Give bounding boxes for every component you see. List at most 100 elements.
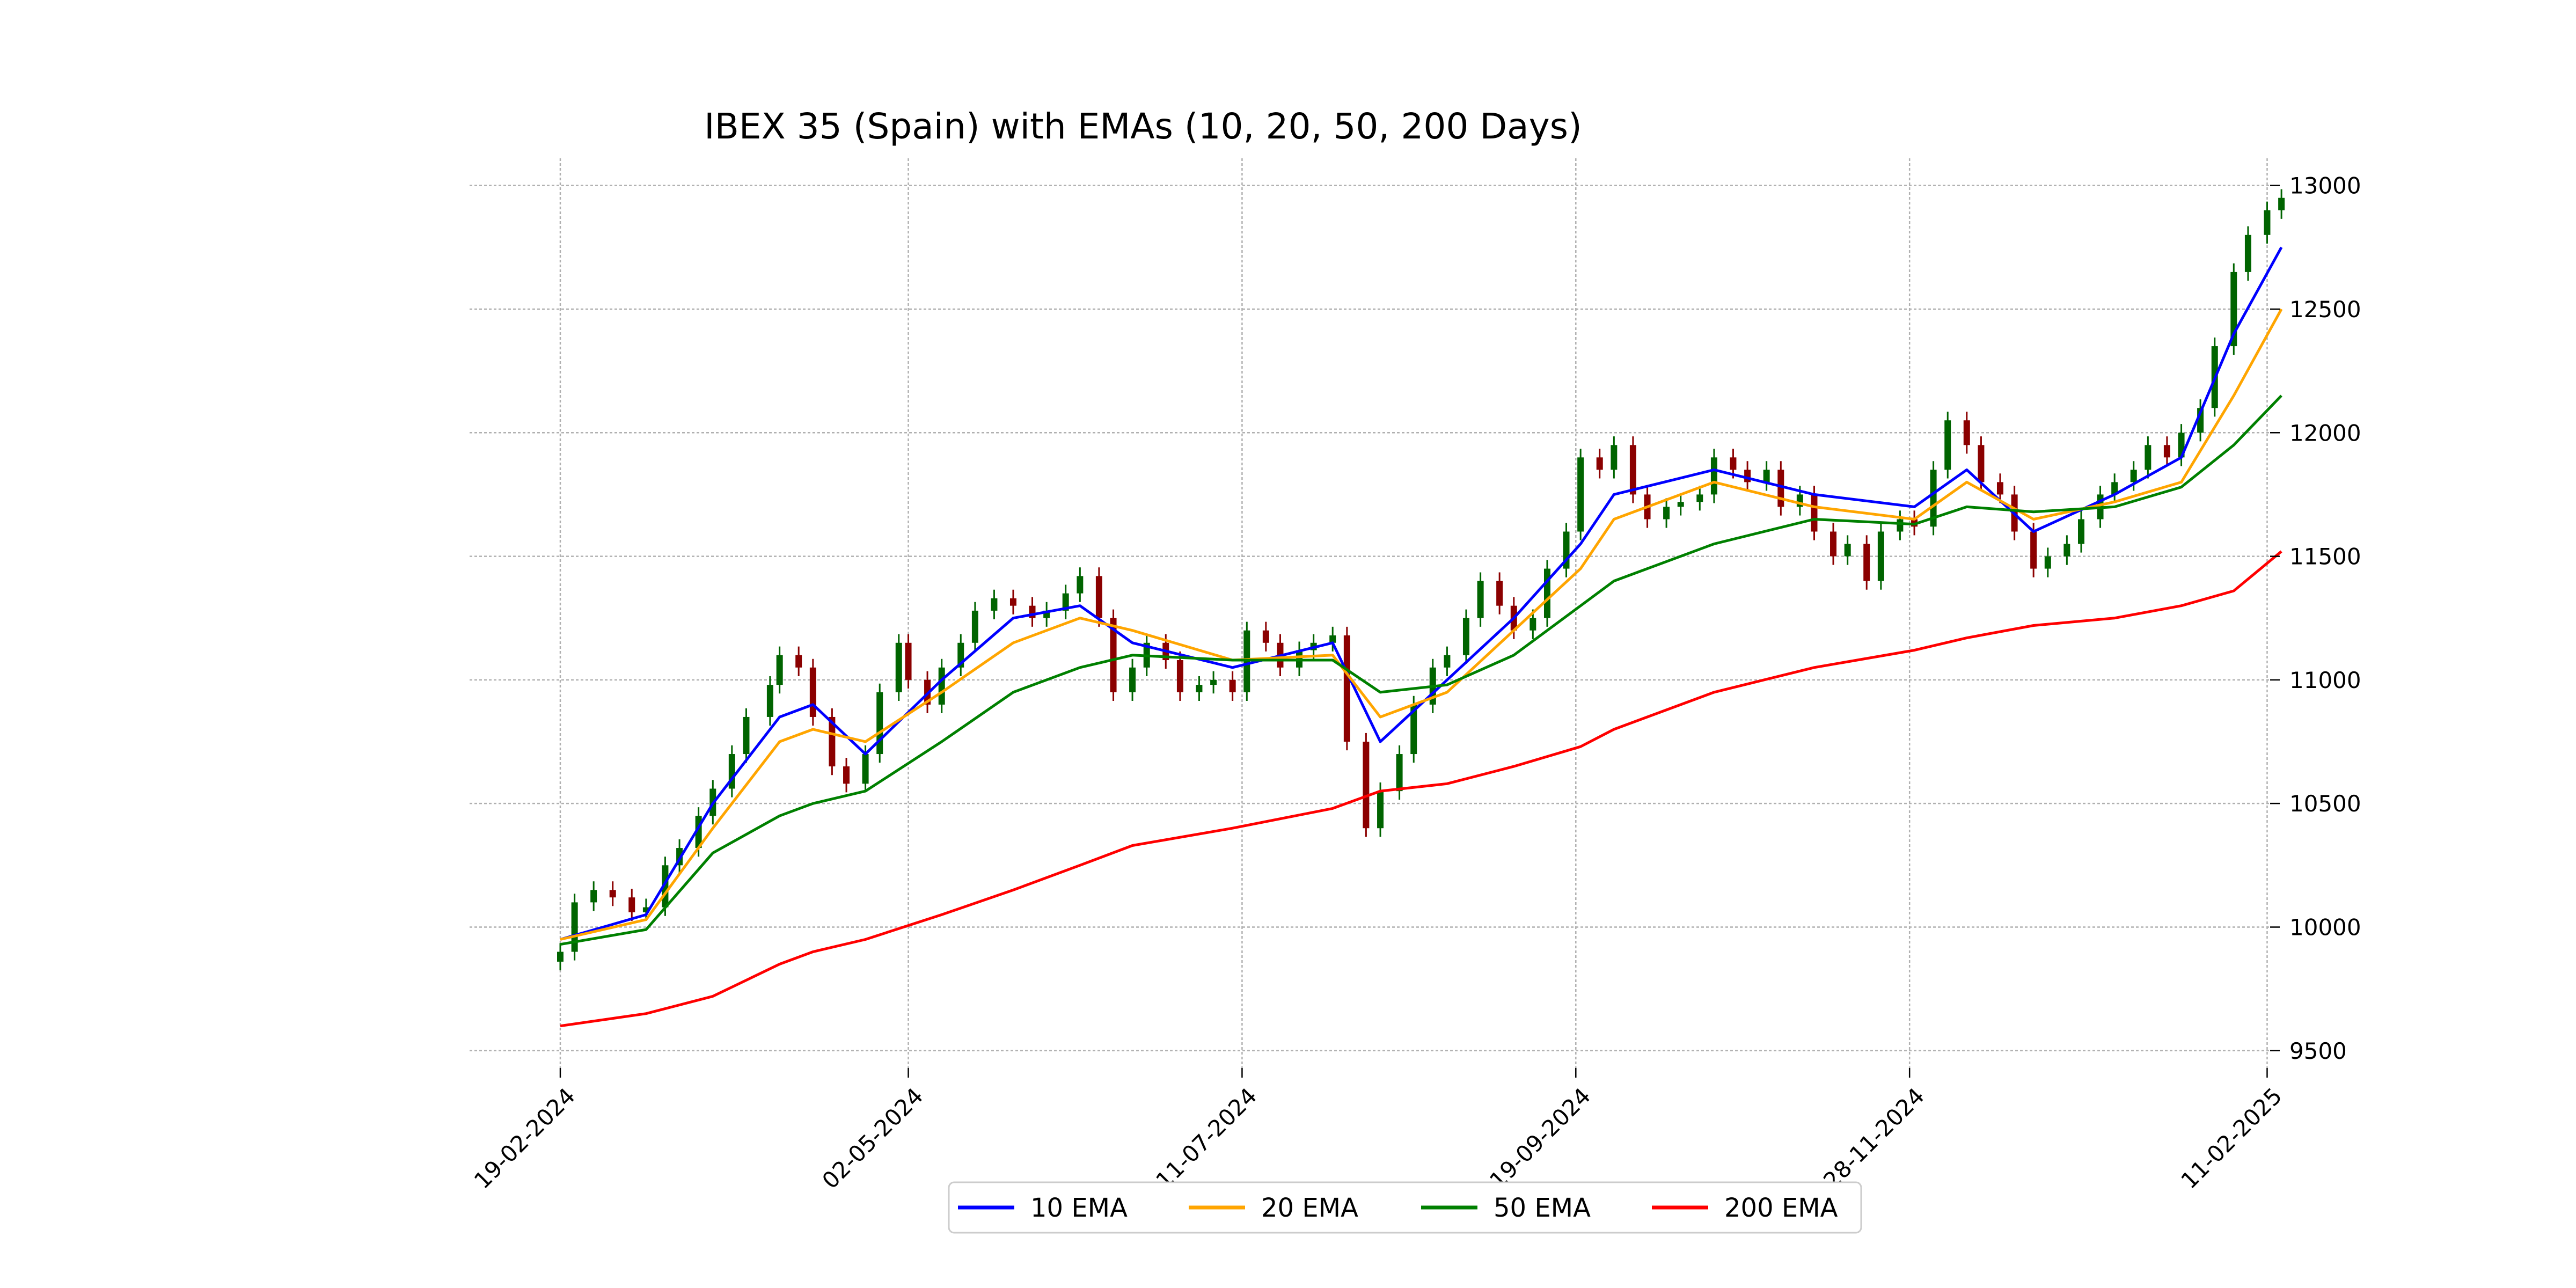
candle-body — [1329, 635, 1336, 643]
candle-body — [776, 655, 783, 685]
candle-body — [1963, 420, 1970, 445]
candle-body — [971, 610, 978, 643]
candle-body — [1744, 470, 1751, 482]
candle-body — [2130, 470, 2137, 482]
y-tick-label: 13000 — [2289, 173, 2361, 199]
candle-body — [1844, 544, 1851, 557]
candle-body — [2044, 556, 2051, 569]
candle-body — [2077, 519, 2084, 544]
candle-body — [642, 907, 649, 912]
candle-body — [1343, 635, 1350, 742]
candle-body — [2145, 445, 2151, 470]
candle-body — [1444, 655, 1451, 668]
candle-body — [1176, 660, 1183, 692]
candle-body — [1009, 598, 1016, 606]
chart-title: IBEX 35 (Spain) with EMAs (10, 20, 50, 2… — [704, 106, 1582, 147]
candle-body — [1410, 704, 1417, 755]
candle-body — [991, 598, 998, 611]
candle-body — [829, 716, 836, 767]
candle-body — [1110, 618, 1117, 692]
candle-body — [876, 692, 883, 755]
candle-body — [1897, 519, 1904, 532]
candle-body — [557, 952, 564, 962]
candle-body — [1529, 618, 1536, 631]
candle-body — [2278, 197, 2285, 210]
candle-body — [1663, 507, 1670, 519]
candle-body — [1262, 630, 1269, 643]
candle-body — [766, 685, 773, 717]
candle-body — [1396, 754, 1403, 792]
candle-body — [1611, 445, 1618, 470]
candle-body — [1763, 470, 1770, 482]
candle-body — [2230, 272, 2237, 347]
candle-body — [1978, 445, 1985, 482]
candle-body — [1577, 457, 1584, 532]
candle-body — [2063, 544, 2070, 557]
candle-body — [1710, 457, 1717, 495]
candle-body — [2111, 482, 2118, 495]
candle-body — [2163, 445, 2170, 458]
candle-body — [1477, 581, 1484, 618]
candle-body — [1377, 791, 1384, 829]
candle-body — [1210, 679, 1217, 685]
series-line-10-ema — [560, 246, 2283, 941]
legend-label: 10 EMA — [1030, 1193, 1128, 1223]
y-tick-label: 10000 — [2289, 914, 2361, 940]
candle-body — [905, 642, 912, 680]
candle-body — [1229, 679, 1236, 692]
candle-body — [1944, 420, 1951, 470]
candle-body — [2244, 235, 2251, 272]
candle-body — [1129, 667, 1136, 692]
candle-body — [628, 897, 635, 912]
candle-body — [1196, 685, 1203, 692]
candle-body — [1596, 457, 1603, 470]
candle-body — [1095, 576, 1102, 618]
series-line-20-ema — [560, 308, 2283, 941]
candle-body — [1496, 581, 1503, 606]
candle-body — [1811, 494, 1818, 532]
candle-body — [809, 667, 816, 717]
candle-body — [1363, 742, 1370, 829]
y-tick-label: 12500 — [2289, 296, 2361, 323]
candle-body — [1830, 531, 1837, 557]
y-tick-label: 11500 — [2289, 544, 2361, 570]
candle-body — [1996, 482, 2003, 495]
candle-body — [938, 667, 945, 705]
candle-body — [843, 766, 850, 784]
candle-body — [1877, 531, 1884, 581]
candle-body — [2030, 531, 2037, 569]
candle-body — [1696, 494, 1703, 502]
candle-body — [1730, 457, 1737, 470]
candle-body — [571, 902, 578, 952]
series-line-50-ema — [560, 394, 2282, 946]
series-line-200-ema — [560, 550, 2282, 1028]
candle-body — [2264, 210, 2271, 235]
legend-label: 200 EMA — [1724, 1193, 1838, 1223]
ema-series — [560, 246, 2283, 1028]
candle-body — [2197, 408, 2204, 433]
legend: 10 EMA 20 EMA 50 EMA 200 EMA — [948, 1181, 1862, 1234]
candle-body — [1543, 568, 1550, 618]
y-tick-label: 9500 — [2289, 1038, 2347, 1064]
legend-label: 50 EMA — [1494, 1193, 1591, 1223]
y-tick-label: 10500 — [2289, 791, 2361, 817]
candle-body — [1930, 470, 1937, 527]
candle-body — [895, 642, 902, 692]
candle-body — [590, 890, 597, 903]
candle-body — [609, 890, 616, 898]
candle-body — [1777, 470, 1784, 507]
y-tick-label: 12000 — [2289, 420, 2361, 446]
candle-body — [795, 655, 802, 668]
legend-box — [948, 1181, 1862, 1234]
candle-body — [1462, 618, 1469, 655]
candle-body — [862, 754, 869, 784]
candle-body — [1629, 445, 1636, 495]
candle-body — [1062, 593, 1069, 611]
legend-label: 20 EMA — [1261, 1193, 1358, 1223]
candle-body — [1077, 576, 1084, 594]
candle-body — [1677, 502, 1684, 507]
candlesticks — [557, 189, 2285, 971]
